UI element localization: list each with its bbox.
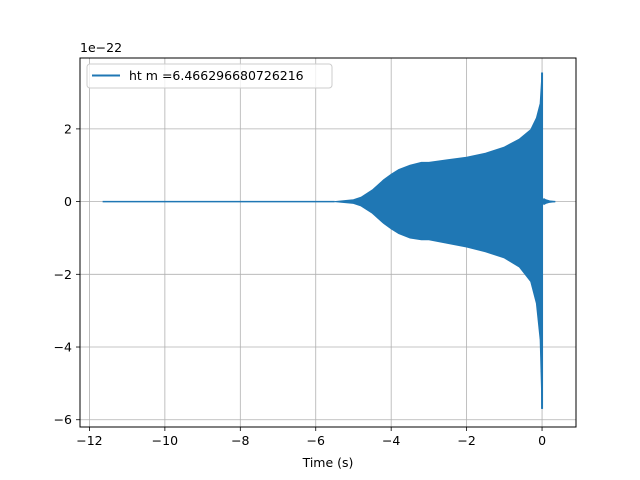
legend-label: ht m =6.466296680726216	[129, 68, 304, 83]
legend: ht m =6.466296680726216	[86, 63, 333, 89]
legend-box	[86, 63, 333, 89]
y-axis: −6 −4 −2 0 2	[54, 121, 80, 427]
x-axis-label: Time (s)	[302, 455, 354, 470]
y-tick-label: −4	[54, 340, 72, 355]
y-tick-label: −6	[54, 412, 72, 427]
x-tick-label: −8	[231, 433, 249, 448]
x-tick-label: −2	[457, 433, 475, 448]
y-tick-label: 0	[64, 194, 72, 209]
x-tick-label: −12	[76, 433, 102, 448]
axes-frame	[79, 57, 577, 428]
y-offset-label: 1e−22	[80, 40, 122, 55]
y-tick-label: 2	[64, 121, 72, 136]
x-tick-label: −10	[152, 433, 178, 448]
series-oscillation	[335, 72, 543, 409]
y-tick-label: −2	[54, 267, 72, 282]
plot-area	[102, 72, 556, 409]
x-axis: −12 −10 −8 −6 −4 −2 0	[76, 427, 546, 448]
x-tick-label: 0	[538, 433, 546, 448]
x-tick-label: −6	[307, 433, 325, 448]
x-tick-label: −4	[382, 433, 400, 448]
